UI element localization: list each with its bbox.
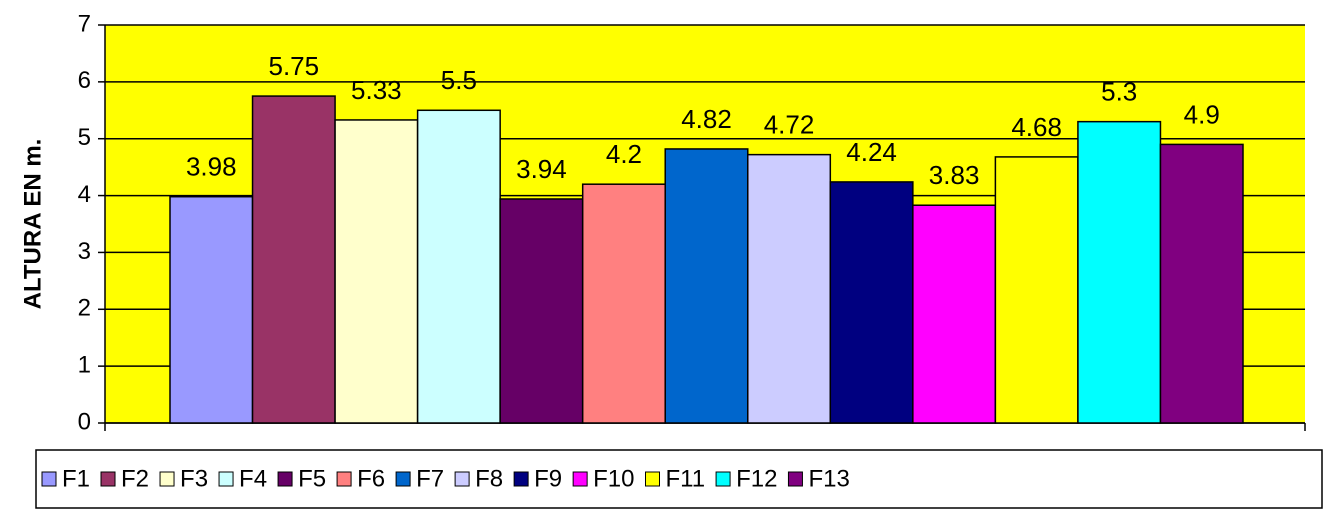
legend-label: F3 [180,465,208,492]
value-label: 5.5 [441,65,477,95]
value-label: 4.24 [846,137,897,167]
bar [1077,120,1162,424]
bar [169,195,254,424]
legend-label: F1 [62,465,90,492]
value-label: 4.82 [681,104,732,134]
y-tick-label: 7 [78,10,91,37]
value-label: 4.2 [606,139,642,169]
legend-label: F8 [475,465,503,492]
y-tick-label: 4 [78,181,91,208]
y-tick-label: 6 [78,67,91,94]
legend-swatch [336,471,352,487]
legend-label: F5 [298,465,326,492]
value-label: 5.3 [1101,77,1137,107]
legend-label: F6 [357,465,385,492]
legend-swatch [645,471,660,487]
y-tick-label: 3 [78,238,91,265]
bar [416,109,501,424]
bar [1159,143,1244,424]
legend-label: F10 [593,465,634,492]
legend-swatch [100,471,116,487]
legend-swatch [715,471,731,487]
legend-swatch [395,471,411,487]
legend-swatch [277,471,293,487]
legend-label: F13 [808,465,849,492]
value-label: 4.72 [764,110,815,140]
legend-swatch [572,471,588,487]
value-label: 5.33 [351,75,402,105]
legend-label: F7 [416,465,444,492]
bar [912,204,997,424]
y-tick-label: 5 [78,124,91,151]
value-label: 4.68 [1011,112,1062,142]
legend-label: F9 [534,465,562,492]
bar [581,183,666,424]
legend-swatch [41,471,57,487]
y-axis-label: ALTURA EN m. [19,139,46,310]
bar [334,119,419,424]
bar [499,198,584,424]
value-label: 3.94 [516,154,567,184]
y-tick-label: 1 [78,351,91,378]
legend-swatch [159,471,175,487]
legend-box [35,449,1323,509]
y-tick-label: 0 [78,408,91,435]
bar [829,181,914,424]
legend-swatch [787,471,803,487]
legend-swatch [218,471,234,487]
value-label: 3.83 [929,160,980,190]
value-label: 4.9 [1184,99,1220,129]
bar [664,148,749,424]
value-label: 3.98 [186,152,237,182]
legend-label: F2 [121,465,149,492]
legend-label: F11 [666,465,706,492]
bar [994,156,1079,424]
bar [747,153,832,424]
legend-label: F12 [736,465,777,492]
legend-swatch [454,471,470,487]
y-tick-label: 2 [78,295,91,322]
value-label: 5.75 [269,51,320,81]
legend-swatch [513,471,529,487]
bar [251,95,336,424]
legend-label: F4 [239,465,267,492]
